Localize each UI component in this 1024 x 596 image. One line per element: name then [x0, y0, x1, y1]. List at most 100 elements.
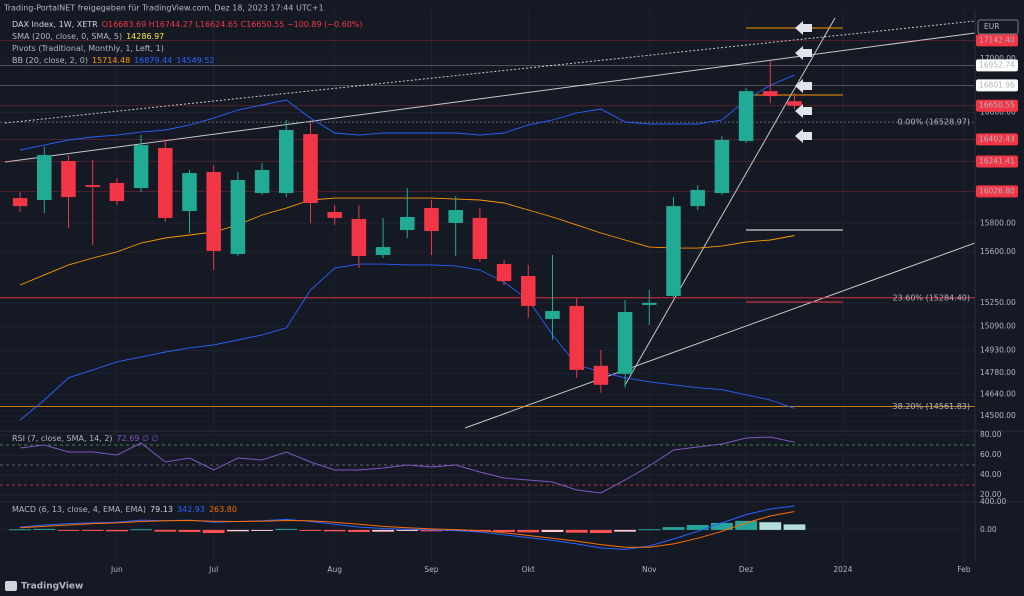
legend-text: O16683.69 H16744.27 L16624.65 C16650.55 …	[102, 20, 363, 29]
candle-body	[375, 247, 391, 255]
x-tick-label: Nov	[642, 565, 657, 574]
macd-histogram-bar	[347, 529, 370, 532]
legend-text: Pivots (Traditional, Monthly, 1, Left, 1…	[12, 44, 164, 53]
macd-histogram-bar	[202, 529, 225, 534]
level-label: 16801.96	[979, 80, 1015, 89]
x-tick-label: Okt	[522, 565, 535, 574]
macd-histogram-bar	[493, 529, 515, 532]
y-tick-label: 14500.00	[980, 411, 1016, 420]
candle-body	[521, 275, 536, 306]
macd-histogram-bar	[565, 529, 588, 533]
footer: TradingView	[21, 582, 83, 592]
currency-box	[977, 19, 1019, 35]
rsi-line	[20, 436, 795, 494]
candle-body	[472, 217, 488, 260]
level-box	[976, 155, 1018, 168]
y-tick-label: 20.00	[980, 490, 1002, 499]
macd-histogram-bar	[589, 529, 612, 534]
logo	[5, 581, 17, 591]
price-axis: 17000.00 16600.00 15800.00 15600.00 15250.00…	[976, 19, 1019, 534]
candle-body	[85, 185, 100, 188]
macd-histogram-bar	[783, 524, 806, 530]
macd-histogram-bar	[686, 525, 709, 530]
level-box	[976, 185, 1018, 198]
legend-text: 342.93	[177, 505, 205, 514]
signal-line	[20, 511, 795, 548]
y-tick-label: 14930.00	[980, 345, 1016, 354]
macd-histogram-bar	[299, 529, 322, 531]
macd-line	[20, 505, 795, 550]
header: Trading-PortalNET freigegeben für Tradin…	[3, 4, 324, 13]
y-tick-label: 14640.00	[980, 389, 1016, 398]
x-tick-label: Sep	[424, 565, 438, 574]
trendline	[4, 32, 975, 163]
macd-histogram-bar	[275, 528, 298, 530]
legend-line: SMA (200, close, 0, SMA, 5) 14286.97	[12, 32, 164, 41]
candle-body	[545, 310, 560, 319]
y-tick-label: 17000.00	[980, 54, 1016, 63]
candle-body	[690, 189, 705, 207]
macd-histogram-bar	[662, 527, 685, 530]
y-tick-label: 400.00	[980, 497, 1006, 506]
grid	[0, 10, 975, 562]
level-label: 16241.41	[979, 157, 1015, 166]
candle-body	[206, 171, 221, 251]
candle-body	[642, 302, 657, 305]
legend-text: 15714.48	[92, 56, 130, 65]
macd-histogram-bar	[33, 528, 56, 530]
y-tick-label: 15250.00	[980, 298, 1016, 307]
level-label: 16402.43	[979, 134, 1015, 143]
candle-body	[617, 312, 633, 374]
legend-text: 14549.52	[176, 56, 214, 65]
y-tick-label: 16600.00	[980, 108, 1016, 117]
rsi-pane	[0, 436, 975, 494]
legend-text: MACD (6, 13, close, 4, EMA, EMA)	[12, 505, 146, 514]
bb-lower	[19, 263, 795, 421]
macd-histogram-bar	[130, 529, 152, 531]
candle-body	[109, 182, 125, 202]
level-label: 16952.74	[979, 60, 1015, 69]
candle-body	[666, 206, 681, 296]
candle-body	[593, 365, 609, 385]
y-tick-label: 40.00	[980, 470, 1002, 479]
candle-body	[182, 173, 197, 212]
candle-body	[448, 210, 463, 223]
macd-histogram-bar	[638, 529, 661, 531]
candle-body	[61, 161, 76, 198]
x-tick-label: 2024	[833, 565, 852, 574]
level-box	[976, 79, 1018, 92]
macd-histogram-bar	[614, 529, 636, 532]
x-tick-label: Jul	[208, 565, 218, 574]
candle-body	[496, 264, 512, 282]
macd-histogram-bar	[9, 529, 31, 531]
candle-body	[303, 134, 318, 203]
level-box	[976, 133, 1018, 146]
macd-histogram-bar	[372, 529, 394, 532]
fib-label: 38.20% (14561.83)	[893, 402, 970, 411]
trendline	[4, 20, 975, 124]
candle-body	[230, 180, 246, 254]
x-tick-label: Aug	[327, 565, 342, 574]
trendline	[464, 242, 975, 429]
legend-line: MACD (6, 13, close, 4, EMA, EMA) 79.13 342…	[12, 505, 237, 514]
legend-line: RSI (7, close, SMA, 14, 2) 72.69 ∅ ∅	[12, 434, 159, 443]
candle-body	[424, 208, 439, 232]
candle-body	[569, 305, 584, 370]
candle-body	[763, 91, 778, 97]
macd-histogram-bar	[226, 529, 249, 532]
level-label: 16650.55	[979, 101, 1015, 110]
candle-body	[400, 216, 415, 231]
y-tick-label: 60.00	[980, 450, 1002, 459]
arrow-icon	[795, 79, 812, 93]
macd-histogram-bar	[178, 529, 201, 532]
macd-histogram-bar	[710, 522, 733, 530]
x-tick-label: Feb	[957, 565, 971, 574]
macd-histogram-bar	[420, 529, 443, 532]
fib-label: 23.60% (15284.40)	[893, 293, 970, 302]
macd-histogram-bar	[57, 529, 80, 531]
macd-histogram-bar	[735, 520, 757, 530]
legend-line: DAX Index, 1W, XETR O16683.69 H16744.27 L…	[12, 20, 363, 29]
arrow-icon	[795, 21, 812, 35]
candle-body	[279, 130, 294, 194]
